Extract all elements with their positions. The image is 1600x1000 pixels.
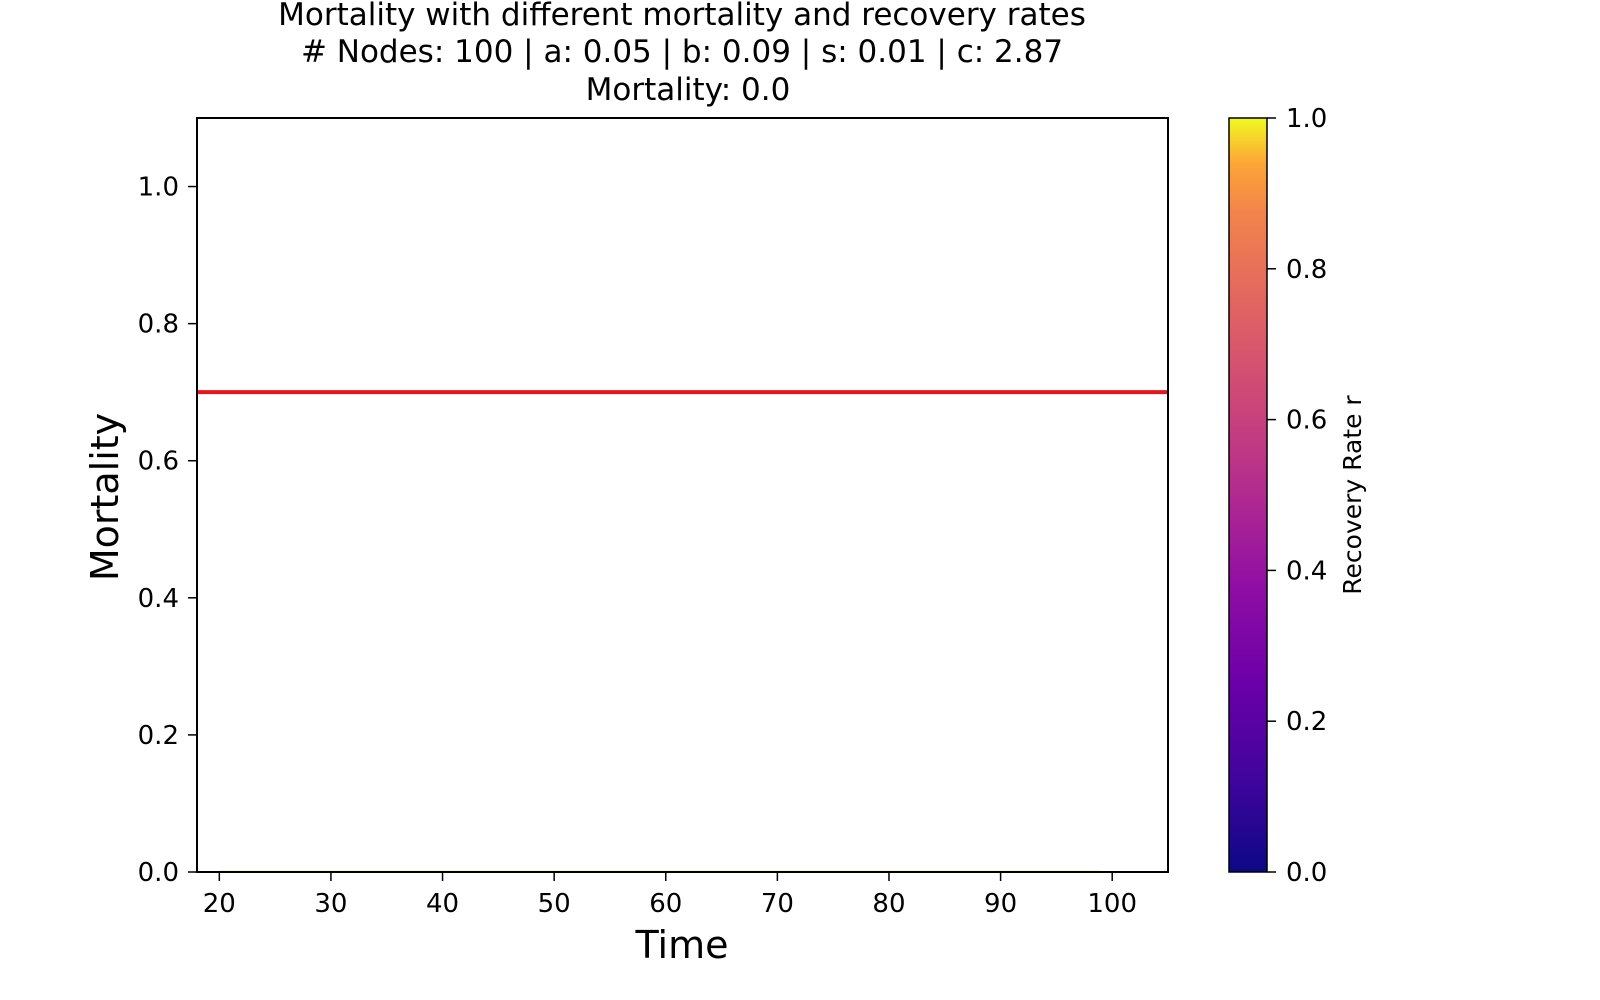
x-tick-label: 20 <box>203 889 236 919</box>
x-axis-label: Time <box>635 923 729 967</box>
colorbar-tick-label: 0.4 <box>1286 556 1327 586</box>
y-tick-label: 0.6 <box>138 447 179 477</box>
colorbar-ticks: 0.0 0.2 0.4 0.6 0.8 1.0 <box>1267 104 1327 888</box>
x-axis-ticks: 20 30 40 50 60 70 80 90 100 <box>203 872 1137 919</box>
x-tick-label: 80 <box>872 889 905 919</box>
title-line-2: # Nodes: 100 | a: 0.05 | b: 0.09 | s: 0.… <box>301 34 1063 70</box>
y-tick-label: 0.0 <box>138 858 179 888</box>
colorbar-tick-label: 0.6 <box>1286 406 1327 436</box>
x-tick-label: 30 <box>314 889 347 919</box>
x-tick-label: 90 <box>984 889 1017 919</box>
x-tick-label: 50 <box>538 889 571 919</box>
y-tick-label: 0.4 <box>138 584 179 614</box>
x-tick-label: 100 <box>1087 889 1137 919</box>
y-tick-label: 1.0 <box>138 173 179 203</box>
y-axis-label: Mortality <box>83 413 127 581</box>
y-axis-ticks: 0.0 0.2 0.4 0.6 0.8 1.0 <box>138 173 197 888</box>
colorbar-tick-label: 0.0 <box>1286 858 1327 888</box>
series-layer <box>197 390 1168 872</box>
title-line-3: Mortality: 0.0 <box>586 72 791 108</box>
x-tick-label: 60 <box>649 889 682 919</box>
x-tick-label: 40 <box>426 889 459 919</box>
colorbar-tick-label: 1.0 <box>1286 104 1327 134</box>
colorbar-tick-label: 0.8 <box>1286 255 1327 285</box>
chart-title: Mortality with different mortality and r… <box>278 0 1086 108</box>
plot-frame <box>196 117 1169 873</box>
colorbar-gradient <box>1228 117 1268 873</box>
title-line-1: Mortality with different mortality and r… <box>278 0 1086 33</box>
colorbar: 0.0 0.2 0.4 0.6 0.8 1.0 Recovery Rate r <box>1228 104 1367 888</box>
colorbar-tick-label: 0.2 <box>1286 707 1327 737</box>
y-tick-label: 0.2 <box>138 721 179 751</box>
y-tick-label: 0.8 <box>138 310 179 340</box>
plot-area: 20 30 40 50 60 70 80 90 100 0.0 0.2 0.4 0.6 0.8 1.0 <box>138 117 1169 919</box>
x-tick-label: 70 <box>761 889 794 919</box>
colorbar-label: Recovery Rate r <box>1338 395 1367 595</box>
